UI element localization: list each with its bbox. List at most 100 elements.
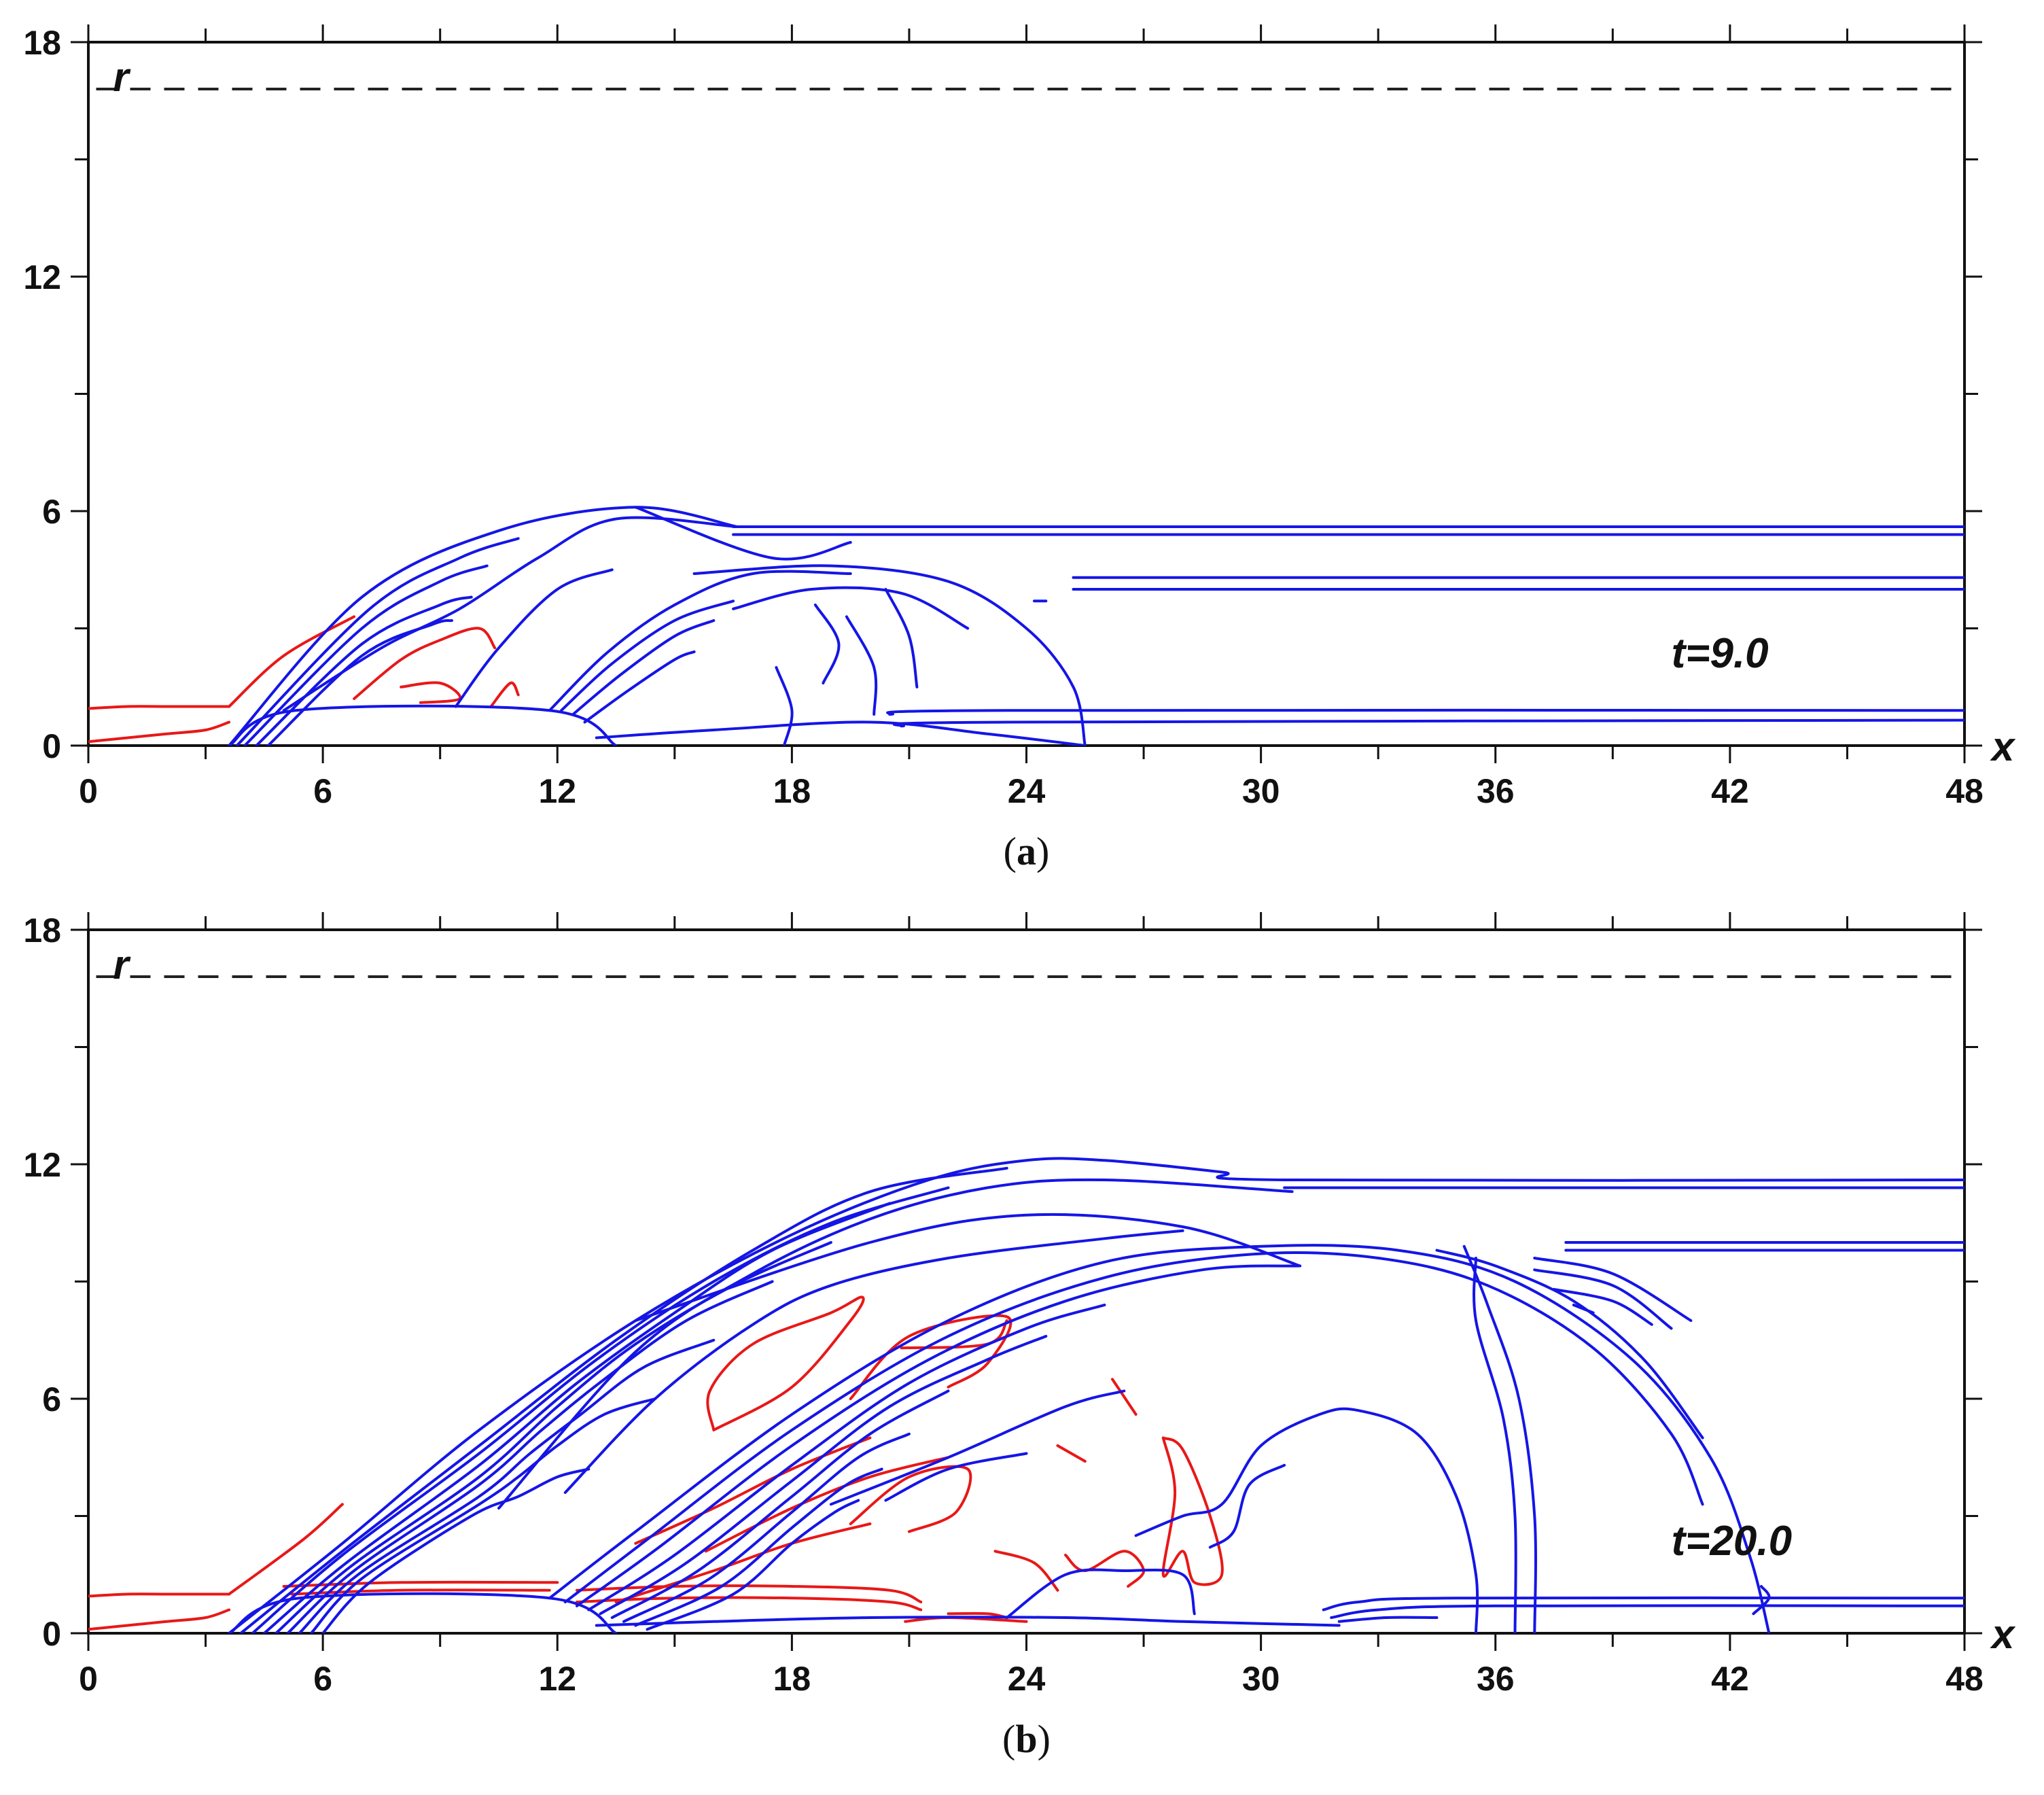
contour-line [321, 1467, 591, 1633]
contour-line [1572, 1304, 1595, 1314]
contour-line [634, 1213, 1302, 1322]
contour-line [634, 506, 852, 561]
contour-line [88, 720, 231, 744]
contour-line [595, 720, 1087, 746]
x-axis-label: x [1990, 1611, 2016, 1657]
contour-line [497, 1178, 1294, 1510]
contour-line [1752, 1585, 1771, 1616]
contour-line [228, 506, 739, 746]
contour-line [309, 1397, 657, 1633]
contour-line [884, 1452, 1028, 1502]
contour-line [1005, 1568, 1196, 1619]
contour-line [599, 1335, 1048, 1616]
contour-line [829, 1389, 1126, 1506]
contour-line [228, 1503, 344, 1596]
y-tick-label: 18 [23, 911, 61, 949]
x-tick-label: 36 [1477, 772, 1515, 810]
contour-line [845, 615, 878, 716]
contour-line [88, 705, 231, 710]
contour-line [646, 1499, 860, 1631]
contour-line [1553, 1288, 1653, 1326]
contour-line [775, 666, 794, 746]
x-tick-label: 36 [1477, 1660, 1515, 1698]
x-tick-label: 48 [1945, 772, 1984, 810]
contour-line [610, 1389, 950, 1619]
x-tick-label: 42 [1711, 772, 1749, 810]
contour-line [1473, 1257, 1517, 1633]
contour-line [88, 1592, 231, 1598]
y-axis-label: r [113, 942, 131, 988]
contour-line [576, 1596, 923, 1611]
contour-line [400, 681, 462, 704]
contour-series-0 [88, 615, 520, 744]
contour-line [884, 588, 919, 689]
contour-line [993, 1550, 1059, 1592]
contour-line [732, 586, 970, 630]
contour-line [571, 619, 716, 716]
contour-line [266, 618, 453, 746]
contour-line [1533, 1257, 1693, 1322]
x-tick-label: 0 [79, 772, 98, 810]
panel-b: 0 6 12 18 24 30 36 42 48 0 6 12 18 x r t=20.0 (b) [23, 911, 2016, 1761]
contour-line [286, 1280, 774, 1633]
y-tick-label: 6 [42, 1380, 61, 1418]
contour-line [228, 704, 618, 746]
x-tick-label: 18 [773, 1660, 811, 1698]
panel-caption: (a) [1004, 829, 1050, 873]
y-tick-label: 12 [23, 1146, 61, 1184]
contour-line [1056, 1444, 1087, 1463]
contour-line [1161, 1436, 1224, 1586]
contour-line [353, 627, 497, 700]
contour-line [634, 1467, 883, 1627]
contour-line [704, 1456, 950, 1553]
contour-line [614, 1522, 872, 1603]
x-tick-label: 48 [1945, 1660, 1984, 1698]
x-tick-label: 30 [1242, 1660, 1280, 1698]
contour-line [282, 1580, 559, 1588]
contour-line [235, 537, 520, 746]
contour-line [1435, 1249, 1704, 1440]
x-axis-label: x [1990, 724, 2016, 769]
y-tick-label: 0 [42, 1615, 61, 1653]
contour-line [262, 1202, 892, 1633]
contour-line [886, 708, 1964, 716]
contour-line [1322, 1596, 1964, 1611]
x-tick-label: 30 [1242, 772, 1280, 810]
contour-line [251, 1186, 950, 1633]
contour-line [243, 564, 489, 746]
contour-line [548, 1244, 1771, 1633]
contour-line [563, 1229, 1184, 1494]
contour-line [634, 1436, 872, 1545]
time-label: t=20.0 [1672, 1518, 1793, 1565]
x-tick-label: 0 [79, 1660, 98, 1698]
contour-line [228, 615, 356, 708]
contour-group [88, 506, 1964, 746]
contour-line [583, 650, 696, 724]
y-tick-label: 6 [42, 493, 61, 531]
contour-line [1134, 1407, 1479, 1633]
panel-a: 0 6 12 18 24 30 36 42 48 0 6 12 18 x r t=9.0 (a) [23, 24, 2016, 873]
contour-group [88, 1157, 1964, 1633]
y-tick-label: 12 [23, 258, 61, 296]
contour-line [849, 1314, 1012, 1400]
contour-line [1208, 1463, 1286, 1549]
contour-line [1330, 1604, 1964, 1619]
x-tick-label: 12 [538, 1660, 576, 1698]
y-tick-label: 0 [42, 727, 61, 765]
contour-line [595, 1616, 1341, 1627]
contour-line [88, 1608, 231, 1631]
contour-line [622, 1432, 911, 1623]
contour-line [576, 1584, 923, 1603]
x-tick-label: 18 [773, 772, 811, 810]
contour-line [892, 718, 1964, 728]
contour-line [1111, 1378, 1138, 1416]
contour-line [1533, 1268, 1673, 1330]
contour-line [563, 1251, 1704, 1603]
contour-line [900, 1319, 1008, 1350]
x-tick-label: 42 [1711, 1660, 1749, 1698]
panel-caption: (b) [1002, 1717, 1051, 1761]
contour-series-0 [88, 1295, 1224, 1631]
x-tick-label: 12 [538, 772, 576, 810]
contour-line [255, 595, 473, 746]
